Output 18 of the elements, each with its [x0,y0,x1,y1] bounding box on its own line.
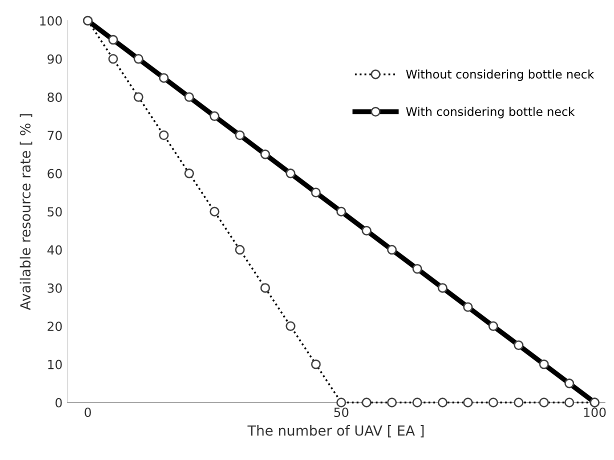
y-tick-label: 60 [48,168,62,178]
x-tick-label: 0 [84,408,91,418]
legend-label: With considering bottle neck [406,106,575,118]
legend-label: Without considering bottle neck [406,70,594,81]
x-axis-title: The number of UAV [ EA ] [247,425,424,438]
y-tick-label: 80 [48,92,62,102]
y-tick-label: 20 [48,322,62,332]
y-tick-label: 50 [48,207,62,217]
y-tick-label: 40 [47,245,62,255]
y-tick-label: 70 [48,130,62,140]
y-tick-label: 90 [48,54,62,64]
y-tick-label: 100 [40,16,62,26]
x-tick-label: 100 [584,408,606,418]
y-tick-label: 10 [48,360,62,370]
y-tick-label: 30 [48,283,62,293]
x-tick-label: 50 [334,408,348,418]
y-axis-title: Available resource rate [ % ] [20,114,32,310]
y-tick-label: 0 [56,398,62,408]
